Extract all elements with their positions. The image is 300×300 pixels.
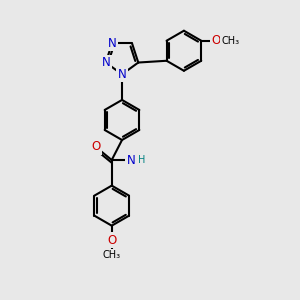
- Text: CH₃: CH₃: [103, 250, 121, 260]
- Text: CH₃: CH₃: [222, 36, 240, 46]
- Text: N: N: [127, 154, 135, 166]
- Text: N: N: [108, 37, 116, 50]
- Text: O: O: [107, 234, 116, 247]
- Text: N: N: [101, 56, 110, 69]
- Text: O: O: [91, 140, 100, 153]
- Text: N: N: [118, 68, 126, 81]
- Text: O: O: [211, 34, 220, 47]
- Text: H: H: [138, 155, 146, 165]
